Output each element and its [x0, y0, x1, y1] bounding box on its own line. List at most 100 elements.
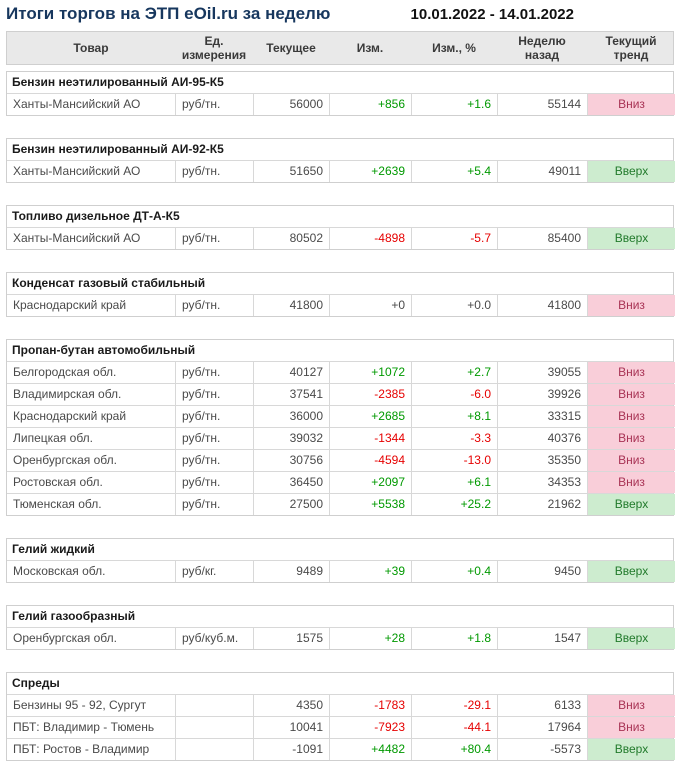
current-value-cell: 9489: [253, 561, 329, 582]
trend-badge: Вверх: [587, 561, 675, 582]
trend-badge: Вниз: [587, 384, 675, 405]
current-value-cell: 37541: [253, 384, 329, 405]
table-row: Тюменская обл. руб/тн. 27500 +5538 +25.2 2196…: [7, 493, 675, 515]
change-cell: +2097: [329, 472, 411, 493]
week-ago-cell: 41800: [497, 295, 587, 316]
change-percent-cell: +6.1: [411, 472, 497, 493]
table-row: Ханты-Мансийский АО руб/тн. 80502 -4898 -5.7…: [7, 227, 675, 249]
product-cell: ПБТ: Владимир - Тюмень: [13, 720, 155, 734]
column-header-5: Неделю назад: [518, 34, 566, 62]
change-percent-cell: -5.7: [411, 228, 497, 249]
trend-badge: Вниз: [587, 717, 675, 738]
column-header-3: Изм.: [356, 41, 384, 55]
change-cell: +2685: [329, 406, 411, 427]
change-cell: +1072: [329, 362, 411, 383]
product-cell: ПБТ: Ростов - Владимир: [13, 742, 150, 756]
section-title: Конденсат газовый стабильный: [12, 276, 206, 290]
section-gap: [6, 317, 674, 339]
change-cell: +39: [329, 561, 411, 582]
current-value-cell: 41800: [253, 295, 329, 316]
change-cell: +4482: [329, 739, 411, 760]
unit-cell: руб/тн.: [175, 228, 253, 249]
column-header-6: Текущий тренд: [605, 34, 657, 62]
current-value-cell: -1091: [253, 739, 329, 760]
table-row: Липецкая обл. руб/тн. 39032 -1344 -3.3 40376 В…: [7, 427, 675, 449]
table-row: Краснодарский край руб/тн. 36000 +2685 +8.1 3…: [7, 405, 675, 427]
change-percent-cell: +80.4: [411, 739, 497, 760]
change-percent-cell: +1.6: [411, 94, 497, 115]
current-value-cell: 40127: [253, 362, 329, 383]
table-row: Оренбургская обл. руб/тн. 30756 -4594 -13.0 3…: [7, 449, 675, 471]
product-cell: Оренбургская обл.: [13, 453, 117, 467]
change-percent-cell: +8.1: [411, 406, 497, 427]
column-header-row: Товар Ед. измерения Текущее Изм. Изм., % Неде…: [6, 31, 674, 65]
week-ago-cell: 49011: [497, 161, 587, 182]
column-header-2: Текущее: [266, 41, 316, 55]
section-title: Пропан-бутан автомобильный: [12, 343, 196, 357]
date-range: 10.01.2022 - 14.01.2022: [410, 6, 574, 23]
change-percent-cell: -3.3: [411, 428, 497, 449]
current-value-cell: 4350: [253, 695, 329, 716]
current-value-cell: 80502: [253, 228, 329, 249]
change-cell: -2385: [329, 384, 411, 405]
section-title: Бензин неэтилированный АИ-92-К5: [12, 142, 224, 156]
section-gap: [6, 583, 674, 605]
table-row: Бензины 95 - 92, Сургут 4350 -1783 -29.1 613…: [7, 694, 675, 716]
trend-badge: Вниз: [587, 472, 675, 493]
change-cell: -4594: [329, 450, 411, 471]
change-cell: -1344: [329, 428, 411, 449]
unit-cell: [175, 717, 253, 738]
product-cell: Оренбургская обл.: [13, 631, 117, 645]
current-value-cell: 30756: [253, 450, 329, 471]
product-cell: Ростовская обл.: [13, 475, 103, 489]
unit-cell: руб/тн.: [175, 472, 253, 493]
unit-cell: руб/кг.: [175, 561, 253, 582]
unit-cell: руб/тн.: [175, 295, 253, 316]
section: Бензин неэтилированный АИ-95-К5 Ханты-Ман…: [6, 71, 675, 116]
change-cell: +0: [329, 295, 411, 316]
column-header-1: Ед. измерения: [181, 34, 247, 62]
unit-cell: руб/тн.: [175, 450, 253, 471]
section: Топливо дизельное ДТ-А-К5 Ханты-Мансийски…: [6, 205, 675, 250]
section: Гелий газообразный Оренбургская обл. руб/к…: [6, 605, 675, 650]
week-ago-cell: 21962: [497, 494, 587, 515]
change-cell: -1783: [329, 695, 411, 716]
trend-badge: Вниз: [587, 295, 675, 316]
section-title: Бензин неэтилированный АИ-95-К5: [12, 75, 224, 89]
change-percent-cell: +1.8: [411, 628, 497, 649]
table-row: Оренбургская обл. руб/куб.м. 1575 +28 +1.8 15…: [7, 627, 675, 649]
section: Гелий жидкий Московская обл. руб/кг. 9489 +3…: [6, 538, 675, 583]
unit-cell: руб/тн.: [175, 161, 253, 182]
trend-badge: Вверх: [587, 494, 675, 515]
change-cell: +5538: [329, 494, 411, 515]
section-title: Гелий газообразный: [12, 609, 136, 623]
week-ago-cell: 39055: [497, 362, 587, 383]
table-row: Краснодарский край руб/тн. 41800 +0 +0.0 4180…: [7, 294, 675, 316]
unit-cell: руб/тн.: [175, 494, 253, 515]
table-row: ПБТ: Ростов - Владимир -1091 +4482 +80.4 -55…: [7, 738, 675, 760]
table-row: Московская обл. руб/кг. 9489 +39 +0.4 9450 Вве…: [7, 560, 675, 582]
week-ago-cell: 40376: [497, 428, 587, 449]
change-percent-cell: -6.0: [411, 384, 497, 405]
week-ago-cell: 1547: [497, 628, 587, 649]
change-percent-cell: +2.7: [411, 362, 497, 383]
current-value-cell: 36450: [253, 472, 329, 493]
current-value-cell: 10041: [253, 717, 329, 738]
section-title: Топливо дизельное ДТ-А-К5: [12, 209, 180, 223]
trend-badge: Вниз: [587, 428, 675, 449]
product-cell: Владимирская обл.: [13, 387, 122, 401]
trend-badge: Вниз: [587, 406, 675, 427]
week-ago-cell: 33315: [497, 406, 587, 427]
product-cell: Липецкая обл.: [13, 431, 93, 445]
page-title: Итоги торгов на ЭТП eOil.ru за неделю: [6, 4, 331, 23]
product-cell: Бензины 95 - 92, Сургут: [13, 698, 147, 712]
change-percent-cell: -44.1: [411, 717, 497, 738]
section-gap: [6, 650, 674, 672]
table-row: Белгородская обл. руб/тн. 40127 +1072 +2.7 39…: [7, 361, 675, 383]
product-cell: Ханты-Мансийский АО: [13, 164, 141, 178]
unit-cell: [175, 695, 253, 716]
change-cell: -7923: [329, 717, 411, 738]
unit-cell: руб/куб.м.: [175, 628, 253, 649]
change-percent-cell: +25.2: [411, 494, 497, 515]
change-percent-cell: +0.4: [411, 561, 497, 582]
